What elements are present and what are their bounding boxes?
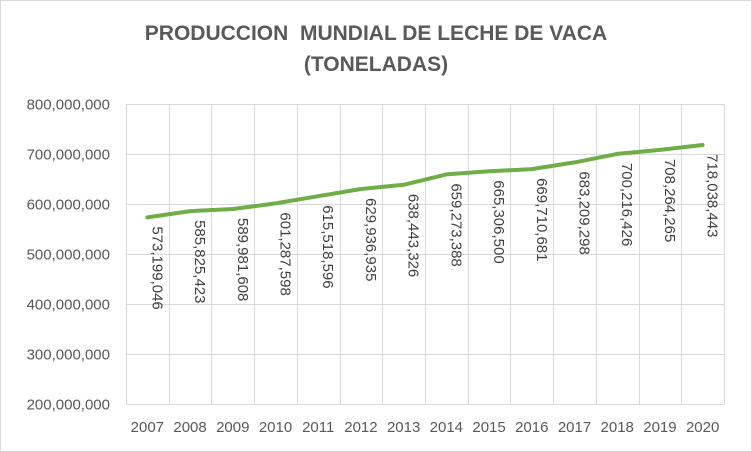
data-label: 615,518,596 [319,205,336,288]
x-tick-label: 2014 [430,419,463,436]
x-tick-label: 2020 [686,419,719,436]
x-tick-label: 2007 [131,419,164,436]
data-label: 683,209,298 [576,171,593,254]
data-label: 629,936,935 [362,198,379,281]
x-tick-label: 2019 [643,419,676,436]
series-line [145,143,705,220]
chart-title-line-1: PRODUCCION MUNDIAL DE LECHE DE VACA [144,22,608,45]
x-tick-label: 2011 [302,419,334,436]
x-tick-label: 2009 [216,419,249,436]
data-label: 659,273,388 [447,183,464,266]
chart-title: PRODUCCION MUNDIAL DE LECHE DE VACA (TON… [0,18,752,80]
x-axis-tick-labels: 2007 2008 2009 2010 2011 2012 2013 2014 2015 2016… [131,419,720,436]
y-tick-label: 600,000,000 [27,197,110,214]
data-labels: 573,199,046 585,825,423 589,981,608 601,287… [148,154,720,310]
data-label: 585,825,423 [191,220,208,303]
data-label: 708,264,265 [661,159,678,242]
chart-title-line-2: (TONELADAS) [303,53,449,76]
data-label: 638,443,326 [405,194,422,277]
x-tick-label: 2008 [173,419,206,436]
x-tick-label: 2015 [472,419,505,436]
data-label: 589,981,608 [234,218,251,301]
x-tick-label: 2012 [344,419,377,436]
x-tick-label: 2018 [601,419,634,436]
y-tick-label: 700,000,000 [27,147,110,164]
data-label: 669,710,681 [533,178,550,261]
x-tick-label: 2013 [387,419,420,436]
y-tick-label: 200,000,000 [27,397,110,414]
y-axis-tick-labels: 200,000,000 300,000,000 400,000,000 500,000… [27,97,110,414]
y-tick-label: 400,000,000 [27,297,110,314]
data-label: 573,199,046 [148,226,165,309]
x-tick-label: 2010 [259,419,292,436]
data-label: 665,306,500 [490,180,507,263]
x-tick-label: 2016 [515,419,548,436]
data-label: 700,216,426 [618,163,635,246]
y-tick-label: 300,000,000 [27,347,110,364]
gridlines [126,104,725,405]
y-tick-label: 800,000,000 [27,97,110,114]
data-label: 718,038,443 [704,154,721,237]
data-label: 601,287,598 [277,212,294,295]
series-line-layer [145,143,705,220]
x-tick-label: 2017 [558,419,591,436]
y-tick-label: 500,000,000 [27,247,110,264]
